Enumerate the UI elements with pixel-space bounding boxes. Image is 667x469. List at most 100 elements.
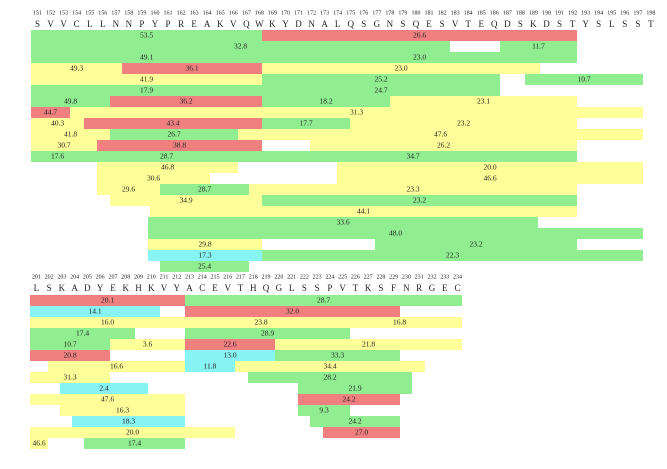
residue-number: 196	[620, 10, 629, 16]
residue: S	[440, 19, 445, 29]
residue: K	[217, 19, 224, 29]
residue-number: 186	[490, 10, 499, 16]
peptide-value: 17.3	[198, 251, 211, 260]
peptide-value: 36.2	[179, 97, 192, 106]
peptide-value: 22.3	[446, 251, 459, 260]
peptide-value: 41.9	[140, 75, 153, 84]
residue: D	[295, 19, 302, 29]
peptide-value: 20.0	[126, 428, 139, 437]
residue-number: 174	[333, 10, 342, 16]
peptide-value: 32.8	[234, 42, 247, 51]
residue-number: 201	[32, 274, 41, 280]
peptide-value: 53.5	[140, 31, 153, 40]
peptide-bar	[110, 129, 238, 140]
residue-number: 207	[108, 274, 117, 280]
residue-number: 220	[274, 274, 283, 280]
residue: V	[339, 283, 346, 293]
peptide-value: 23.8	[254, 318, 267, 327]
residue: C	[74, 19, 80, 29]
peptide-value: 16.3	[116, 406, 129, 415]
peptide-bar	[30, 394, 185, 405]
residue-number: 205	[83, 274, 92, 280]
peptide-bar	[84, 118, 262, 129]
residue: G	[276, 283, 283, 293]
peptide-bar	[30, 317, 185, 328]
residue-number: 222	[300, 274, 309, 280]
peptide-bar	[350, 118, 577, 129]
peptide-value: 14.1	[88, 307, 101, 316]
peptide-value: 16.0	[101, 318, 114, 327]
residue: F	[391, 283, 396, 293]
residue: S	[400, 19, 405, 29]
residue-number: 206	[96, 274, 105, 280]
residue-number: 155	[85, 10, 94, 16]
residue-number: 153	[59, 10, 68, 16]
peptide-bar	[31, 85, 262, 96]
residue-number: 233	[440, 274, 449, 280]
residue-number: 164	[203, 10, 212, 16]
residue-number: 209	[134, 274, 143, 280]
residue: S	[378, 283, 383, 293]
peptide-bar	[60, 383, 148, 394]
residue-number: 185	[477, 10, 486, 16]
residue-number: 170	[281, 10, 290, 16]
peptide-bar	[249, 184, 577, 195]
peptide-bar	[262, 96, 390, 107]
peptide-value: 16.6	[110, 362, 123, 371]
peptide-bar	[185, 328, 350, 339]
peptide-value: 20.1	[101, 296, 114, 305]
residue-number: 163	[190, 10, 199, 16]
peptide-bar	[148, 239, 262, 250]
peptide-value: 25.2	[374, 75, 387, 84]
peptide-value: 20.0	[483, 163, 496, 172]
residue-number: 178	[385, 10, 394, 16]
residue-number: 162	[177, 10, 186, 16]
peptide-value: 17.4	[76, 329, 89, 338]
residue-number: 208	[121, 274, 130, 280]
residue: L	[609, 19, 615, 29]
peptide-value: 43.4	[166, 119, 179, 128]
residue-number: 189	[529, 10, 538, 16]
residue: S	[557, 19, 562, 29]
residue-number: 230	[402, 274, 411, 280]
residue-number: 157	[111, 10, 120, 16]
peptide-value: 21.9	[348, 384, 361, 393]
residue-number: 214	[198, 274, 207, 280]
peptide-value: 49.1	[140, 53, 153, 62]
residue-number: 212	[172, 274, 181, 280]
residue-number: 221	[287, 274, 296, 280]
peptide-value: 32.0	[286, 307, 299, 316]
residue: Q	[491, 19, 498, 29]
peptide-bar	[337, 317, 462, 328]
peptide-bar	[31, 30, 262, 41]
peptide-bar	[262, 52, 577, 63]
peptide-value: 17.9	[140, 86, 153, 95]
residue: N	[403, 283, 410, 293]
residue: H	[250, 283, 257, 293]
peptide-bar	[262, 30, 577, 41]
residue-number: 187	[503, 10, 512, 16]
peptide-bar	[150, 206, 577, 217]
peptide-value: 33.3	[331, 351, 344, 360]
peptide-bar	[298, 405, 350, 416]
peptide-value: 34.7	[406, 152, 419, 161]
residue: E	[426, 19, 432, 29]
residue: K	[530, 19, 537, 29]
residue-number: 229	[389, 274, 398, 280]
residue: N	[308, 19, 315, 29]
residue: T	[648, 19, 654, 29]
peptide-bar	[30, 328, 135, 339]
peptide-value: 47.6	[101, 395, 114, 404]
residue: A	[71, 283, 78, 293]
residue: T	[238, 283, 244, 293]
residue-number: 182	[438, 10, 447, 16]
residue-number: 179	[398, 10, 407, 16]
peptide-value: 11.8	[204, 362, 217, 371]
peptide-bar	[337, 173, 643, 184]
peptide-bar	[148, 217, 538, 228]
residue: Y	[282, 19, 289, 29]
residue: K	[59, 283, 66, 293]
peptide-bar	[31, 52, 262, 63]
peptide-bar	[30, 438, 48, 449]
